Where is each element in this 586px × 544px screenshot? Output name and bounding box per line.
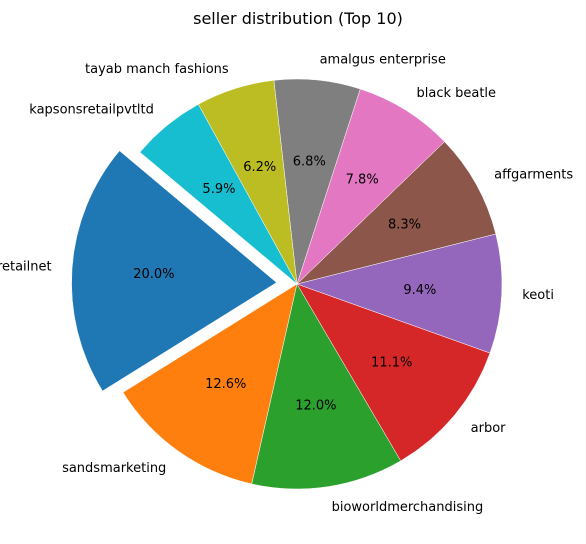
pie-category-label: sandsmarketing [62,461,166,476]
pie-category-label: black beatle [416,86,496,101]
pie-category-label: kapsonsretailpvtltd [29,103,154,118]
pie-category-label: keoti [522,288,554,303]
pie-slice-affgarments [296,141,497,285]
pie-slice-keoti [296,233,503,354]
pie-slice-sandsmarketing [122,283,298,485]
pie-category-label: tayab manch fashions [85,62,229,77]
pie-percent-label: 12.0% [295,399,336,414]
chart-title: seller distribution (Top 10) [193,9,403,28]
pie-category-label: retailnet [0,260,52,275]
pie-percent-label: 6.2% [243,160,276,175]
pie-percent-label: 6.8% [293,155,326,170]
pie-category-label: bioworldmerchandising [332,500,484,515]
pie-slice-black-beatle [296,88,445,285]
pie-percent-label: 5.9% [202,182,235,197]
pie-category-label: amalgus enterprise [320,53,446,68]
pie-category-label: affgarments [494,168,573,183]
pie-percent-label: 12.6% [205,377,246,392]
pie-percent-label: 8.3% [388,217,421,232]
pie-percent-label: 11.1% [371,355,412,370]
pie-slice-retailnet [71,150,277,392]
pie-labels: 20.0% retailnet 12.6% sandsmarketing 12.0% bi… [0,53,573,515]
pie-percent-label: 20.0% [133,267,174,282]
pie-slice-bioworldmerchandising [251,283,402,490]
pie-slice-arbor [296,283,491,462]
pie-slices [71,78,503,490]
pie-slice-kapsonsretailpvtltd [139,103,298,285]
pie-category-label: arbor [471,421,507,436]
pie-percent-label: 9.4% [403,283,436,298]
pie-percent-label: 7.8% [346,173,379,188]
